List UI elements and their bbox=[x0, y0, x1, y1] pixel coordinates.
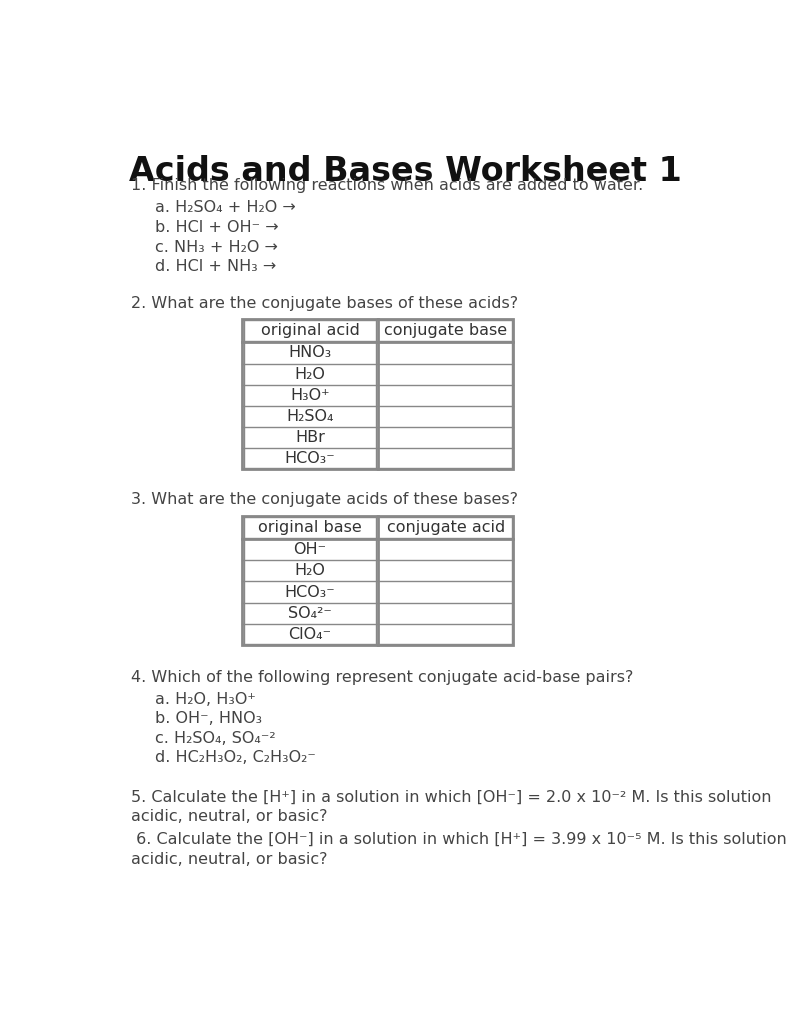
Text: acidic, neutral, or basic?: acidic, neutral, or basic? bbox=[131, 809, 328, 824]
Text: HCO₃⁻: HCO₃⁻ bbox=[285, 585, 335, 599]
Text: 6. Calculate the [OH⁻] in a solution in which [H⁺] = 3.99 x 10⁻⁵ M. Is this solu: 6. Calculate the [OH⁻] in a solution in … bbox=[131, 833, 787, 847]
Text: H₂O: H₂O bbox=[294, 563, 326, 579]
Text: 4. Which of the following represent conjugate acid-base pairs?: 4. Which of the following represent conj… bbox=[131, 670, 634, 685]
Text: Acids and Bases Worksheet 1: Acids and Bases Worksheet 1 bbox=[129, 156, 682, 188]
Text: H₃O⁺: H₃O⁺ bbox=[290, 388, 330, 402]
Text: 3. What are the conjugate acids of these bases?: 3. What are the conjugate acids of these… bbox=[131, 493, 518, 508]
Text: a. H₂SO₄ + H₂O →: a. H₂SO₄ + H₂O → bbox=[155, 201, 295, 215]
Text: c. NH₃ + H₂O →: c. NH₃ + H₂O → bbox=[155, 240, 278, 255]
Text: 1. Finish the following reactions when acids are added to water.: 1. Finish the following reactions when a… bbox=[131, 178, 644, 194]
Text: original acid: original acid bbox=[260, 324, 359, 338]
Text: HBr: HBr bbox=[295, 430, 325, 445]
Bar bbox=[244, 321, 512, 468]
Text: H₂O: H₂O bbox=[294, 367, 326, 382]
Text: H₂SO₄: H₂SO₄ bbox=[286, 409, 334, 424]
Text: d. HC₂H₃O₂, C₂H₃O₂⁻: d. HC₂H₃O₂, C₂H₃O₂⁻ bbox=[155, 751, 316, 765]
Text: conjugate acid: conjugate acid bbox=[387, 520, 505, 535]
Text: c. H₂SO₄, SO₄⁻²: c. H₂SO₄, SO₄⁻² bbox=[155, 731, 275, 745]
Text: HNO₃: HNO₃ bbox=[289, 345, 331, 360]
Text: b. OH⁻, HNO₃: b. OH⁻, HNO₃ bbox=[155, 711, 262, 726]
Bar bbox=[244, 517, 512, 643]
Text: SO₄²⁻: SO₄²⁻ bbox=[288, 605, 332, 621]
Text: 5. Calculate the [H⁺] in a solution in which [OH⁻] = 2.0 x 10⁻² M. Is this solut: 5. Calculate the [H⁺] in a solution in w… bbox=[131, 790, 772, 804]
Text: 2. What are the conjugate bases of these acids?: 2. What are the conjugate bases of these… bbox=[131, 296, 519, 310]
Bar bbox=[242, 318, 513, 469]
Text: d. HCl + NH₃ →: d. HCl + NH₃ → bbox=[155, 259, 276, 274]
Bar bbox=[242, 515, 513, 645]
Text: original base: original base bbox=[258, 520, 362, 535]
Text: acidic, neutral, or basic?: acidic, neutral, or basic? bbox=[131, 852, 328, 866]
Text: a. H₂O, H₃O⁺: a. H₂O, H₃O⁺ bbox=[155, 691, 255, 707]
Text: conjugate base: conjugate base bbox=[384, 324, 507, 338]
Text: ClO₄⁻: ClO₄⁻ bbox=[289, 627, 331, 642]
Text: b. HCl + OH⁻ →: b. HCl + OH⁻ → bbox=[155, 220, 278, 234]
Text: OH⁻: OH⁻ bbox=[293, 542, 327, 557]
Text: HCO₃⁻: HCO₃⁻ bbox=[285, 452, 335, 466]
